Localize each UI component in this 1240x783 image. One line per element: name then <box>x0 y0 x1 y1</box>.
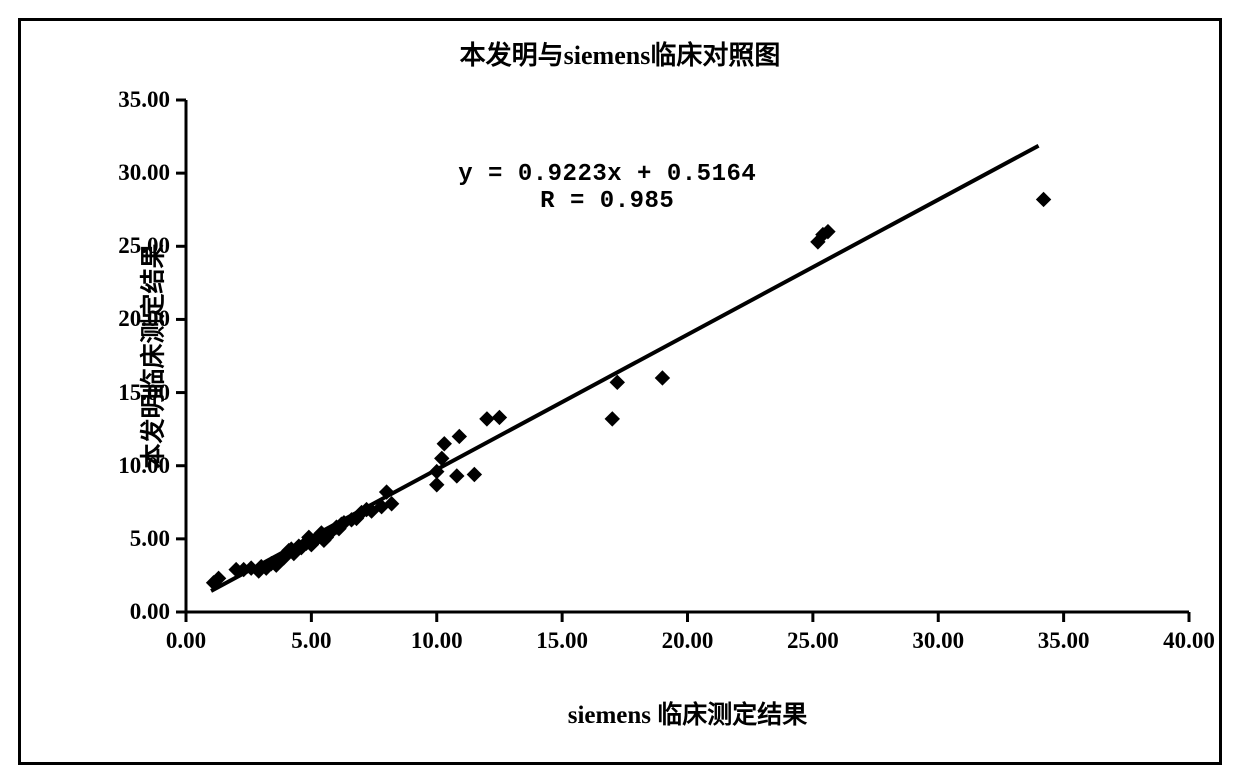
data-point <box>450 469 464 483</box>
plot-wrap: 0.005.0010.0015.0020.0025.0030.0035.0040… <box>21 80 1219 762</box>
outer-frame: 本发明与siemens临床对照图 0.005.0010.0015.0020.00… <box>0 0 1240 783</box>
data-point <box>437 437 451 451</box>
x-axis-label: siemens 临床测定结果 <box>568 695 808 731</box>
data-point <box>1037 192 1051 206</box>
data-point <box>605 412 619 426</box>
regression-equation: y = 0.9223x + 0.5164R = 0.985 <box>458 161 756 215</box>
data-point <box>492 410 506 424</box>
y-axis-label: 本发明临床测定结果 <box>134 243 170 468</box>
data-point <box>452 429 466 443</box>
chart-frame: 本发明与siemens临床对照图 0.005.0010.0015.0020.00… <box>18 18 1222 765</box>
data-point <box>610 375 624 389</box>
data-point <box>480 412 494 426</box>
data-point <box>467 467 481 481</box>
data-point <box>655 371 669 385</box>
chart-title: 本发明与siemens临床对照图 <box>460 35 781 72</box>
equation-line: y = 0.9223x + 0.5164 <box>458 161 756 188</box>
r-value-line: R = 0.985 <box>458 188 756 215</box>
data-point <box>430 478 444 492</box>
